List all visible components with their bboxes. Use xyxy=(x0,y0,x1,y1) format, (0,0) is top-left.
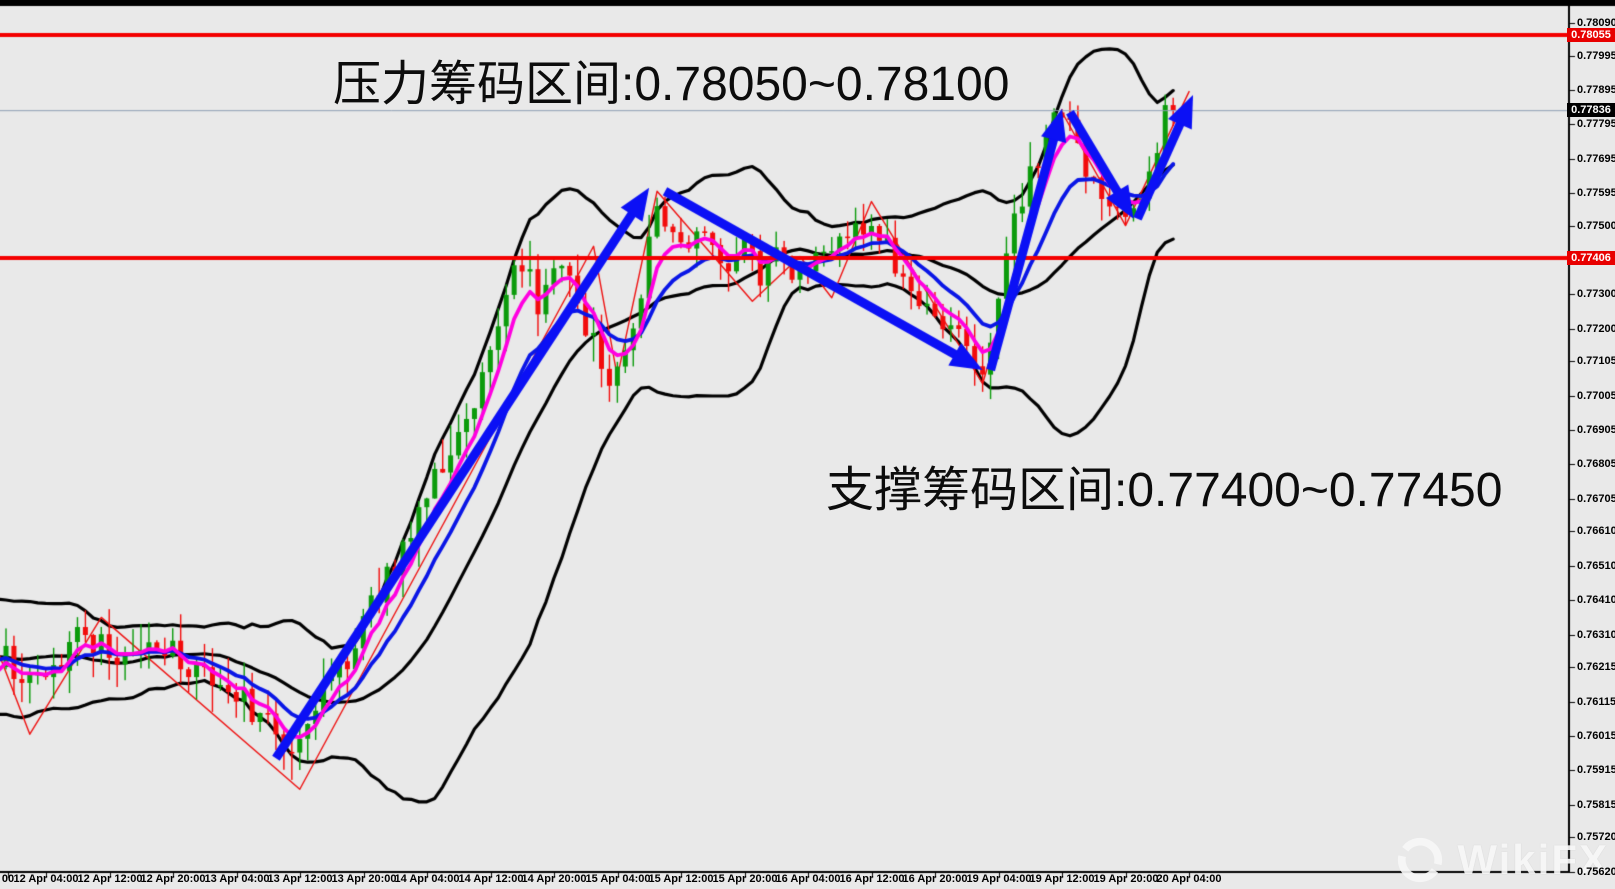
price-axis-label: 0.75720 xyxy=(1577,831,1615,844)
time-axis-label: 19 Apr 04:00 xyxy=(966,873,1032,885)
price-axis-label: 0.76705 xyxy=(1577,492,1615,505)
time-axis-label: 19 Apr 20:00 xyxy=(1093,873,1159,885)
watermark-text: WikiFX xyxy=(1457,836,1609,883)
price-axis-label: 0.77300 xyxy=(1577,288,1615,301)
time-axis-label: 15 Apr 20:00 xyxy=(712,873,778,885)
price-axis-label: 0.76905 xyxy=(1577,424,1615,437)
price-axis-label: 0.77995 xyxy=(1577,49,1615,62)
price-axis-label: 0.77895 xyxy=(1577,83,1615,96)
price-axis-label: 0.75815 xyxy=(1577,798,1615,811)
time-axis-label: 16 Apr 12:00 xyxy=(839,873,905,885)
price-axis-label: 0.77200 xyxy=(1577,322,1615,335)
time-axis-label: 12 Apr 04:00 xyxy=(13,873,79,885)
resistance-annotation-text: 压力筹码区间:0.78050~0.78100 xyxy=(333,58,1010,111)
time-axis-label: 16 Apr 04:00 xyxy=(775,873,841,885)
time-axis-label: 14 Apr 04:00 xyxy=(394,873,460,885)
price-axis-label: 0.78090 xyxy=(1577,16,1615,29)
price-axis-label: 0.77105 xyxy=(1577,355,1615,368)
time-axis-label: 19 Apr 12:00 xyxy=(1029,873,1095,885)
price-axis-label: 0.77005 xyxy=(1577,389,1615,402)
time-axis-label: 15 Apr 12:00 xyxy=(648,873,714,885)
price-axis-label: 0.77595 xyxy=(1577,186,1615,199)
price-axis-label: 0.76015 xyxy=(1577,729,1615,742)
price-axis-label: 0.76805 xyxy=(1577,458,1615,471)
level-price-badge[interactable]: 0.78055 xyxy=(1567,27,1615,42)
price-axis-label: 0.76310 xyxy=(1577,628,1615,641)
watermark: WikiFX xyxy=(1395,835,1609,885)
level-price-badge[interactable]: 0.77406 xyxy=(1567,250,1615,265)
time-axis-label: 00 xyxy=(1,873,15,885)
price-axis-label: 0.76610 xyxy=(1577,525,1615,538)
time-axis-label: 14 Apr 20:00 xyxy=(521,873,587,885)
current-price-badge: 0.77836 xyxy=(1567,103,1615,118)
time-axis-label: 13 Apr 12:00 xyxy=(267,873,333,885)
time-axis-label: 13 Apr 04:00 xyxy=(204,873,270,885)
time-axis-label: 14 Apr 12:00 xyxy=(458,873,524,885)
price-axis-label: 0.76215 xyxy=(1577,661,1615,674)
price-axis-label: 0.75620 xyxy=(1577,865,1615,878)
time-axis-label: 16 Apr 20:00 xyxy=(902,873,968,885)
time-axis-label: 15 Apr 04:00 xyxy=(585,873,651,885)
price-axis-label: 0.75915 xyxy=(1577,764,1615,777)
wikifx-logo-icon xyxy=(1395,835,1445,885)
time-axis-label: 12 Apr 20:00 xyxy=(140,873,206,885)
price-axis-label: 0.76510 xyxy=(1577,559,1615,572)
price-axis-label: 0.77795 xyxy=(1577,118,1615,131)
price-axis-label: 0.77695 xyxy=(1577,152,1615,165)
time-axis-label: 20 Apr 04:00 xyxy=(1156,873,1222,885)
time-axis-label: 12 Apr 12:00 xyxy=(77,873,143,885)
support-annotation-text: 支撑筹码区间:0.77400~0.77450 xyxy=(826,464,1503,517)
time-axis-label: 13 Apr 20:00 xyxy=(331,873,397,885)
price-axis-label: 0.76115 xyxy=(1577,695,1615,708)
price-axis-label: 0.77500 xyxy=(1577,219,1615,232)
price-axis-label: 0.76410 xyxy=(1577,594,1615,607)
